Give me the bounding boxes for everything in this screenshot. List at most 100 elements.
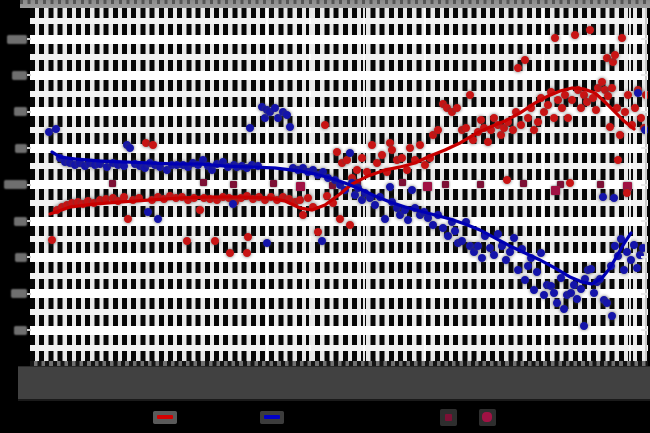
red-series-point <box>453 104 461 112</box>
red-series-point <box>383 168 391 176</box>
legend-key-square-2 <box>439 408 457 426</box>
top-axis-border <box>20 0 650 8</box>
red-series-point <box>637 114 645 122</box>
legend-square-sample <box>444 413 452 421</box>
y-tick <box>27 329 31 332</box>
red-series-point <box>309 203 317 211</box>
red-series-point <box>558 104 566 112</box>
minor-grid-band <box>30 127 648 133</box>
y-gridline <box>30 34 648 44</box>
blue-series-point <box>458 237 466 245</box>
minor-grid-band <box>30 345 648 352</box>
maroon-square-series-point <box>398 178 406 186</box>
red-series-point <box>336 215 344 223</box>
red-series-point <box>321 121 329 129</box>
maroon-square-series-point <box>596 180 604 188</box>
blue-series-point <box>540 291 548 299</box>
red-series-point <box>624 91 632 99</box>
red-series-point <box>388 146 396 154</box>
blue-series-point <box>439 224 447 232</box>
red-series-point <box>353 166 361 174</box>
blue-series-point <box>246 124 254 132</box>
x-axis-label-band <box>18 366 650 401</box>
crimson-square-series-point <box>295 181 305 191</box>
blue-series-point <box>581 275 589 283</box>
legend-key-line-0 <box>153 410 177 424</box>
red-series-point <box>120 193 128 201</box>
maroon-square-series-point <box>476 180 484 188</box>
maroon-square-series-point <box>519 179 527 187</box>
blue-series-point <box>286 123 294 131</box>
red-series-point <box>497 131 505 139</box>
red-series-point <box>484 138 492 146</box>
y-tick <box>27 74 31 77</box>
blue-series-point <box>263 239 271 247</box>
blue-series-point <box>498 242 506 250</box>
blue-series-point <box>229 200 237 208</box>
red-series-point <box>631 104 639 112</box>
red-series-point <box>512 108 520 116</box>
y-gridline <box>30 70 648 80</box>
x-gridline <box>363 8 365 361</box>
red-series-point <box>403 166 411 174</box>
blue-series-point <box>521 276 529 284</box>
legend-key-square-3 <box>478 408 496 426</box>
y-tick <box>27 147 31 150</box>
right-tick <box>641 147 648 150</box>
y-tick-label-blob <box>15 143 27 153</box>
blue-series-point <box>590 289 598 297</box>
red-series-point <box>521 56 529 64</box>
right-tick <box>641 292 648 295</box>
blue-series-point <box>514 266 522 274</box>
red-series-point <box>598 78 606 86</box>
red-series-point <box>226 249 234 257</box>
red-series-point <box>568 96 576 104</box>
maroon-square-series-point <box>108 179 116 187</box>
blue-series-point <box>608 312 616 320</box>
red-series-point <box>398 154 406 162</box>
legend-square-sample <box>482 412 492 422</box>
red-series-point <box>608 84 616 92</box>
blue-series-point <box>318 237 326 245</box>
blue-series-point <box>630 241 638 249</box>
y-gridline <box>30 289 648 299</box>
red-series-point <box>609 58 617 66</box>
y-tick-label-blob <box>14 216 27 226</box>
red-series-point <box>571 31 579 39</box>
blue-series-point <box>623 248 631 256</box>
blue-series-point <box>557 274 565 282</box>
blue-series-point <box>429 221 437 229</box>
right-tick <box>641 74 648 77</box>
red-series-point <box>618 34 626 42</box>
x-gridline <box>542 8 544 361</box>
red-series-point <box>296 196 304 204</box>
blue-series-point <box>376 193 384 201</box>
red-series-point <box>503 176 511 184</box>
red-series-point <box>504 118 512 126</box>
y-tick-label-blob <box>15 252 27 262</box>
minor-grid-band <box>30 17 648 24</box>
blue-series-point <box>154 215 162 223</box>
red-series-point <box>592 106 600 114</box>
y-tick-label-blob <box>7 34 27 44</box>
blue-series-point <box>434 211 442 219</box>
maroon-square-series-point <box>441 180 449 188</box>
blue-series-point <box>346 149 354 157</box>
y-tick <box>27 38 31 40</box>
blue-series-point <box>52 125 60 133</box>
minor-grid-band <box>30 236 648 243</box>
blue-series-point <box>614 252 622 260</box>
blue-series-point <box>560 305 568 313</box>
red-series-point <box>434 126 442 134</box>
right-tick <box>641 38 648 40</box>
red-series-point <box>606 123 614 131</box>
y-tick-label-blob <box>14 107 27 117</box>
red-series-point <box>623 189 631 197</box>
red-series-point <box>517 121 525 129</box>
blue-series-point <box>530 286 538 294</box>
blue-series-point <box>603 299 611 307</box>
red-series-point <box>462 124 470 132</box>
blue-series-point <box>510 234 518 242</box>
blue-series-point <box>254 162 262 170</box>
